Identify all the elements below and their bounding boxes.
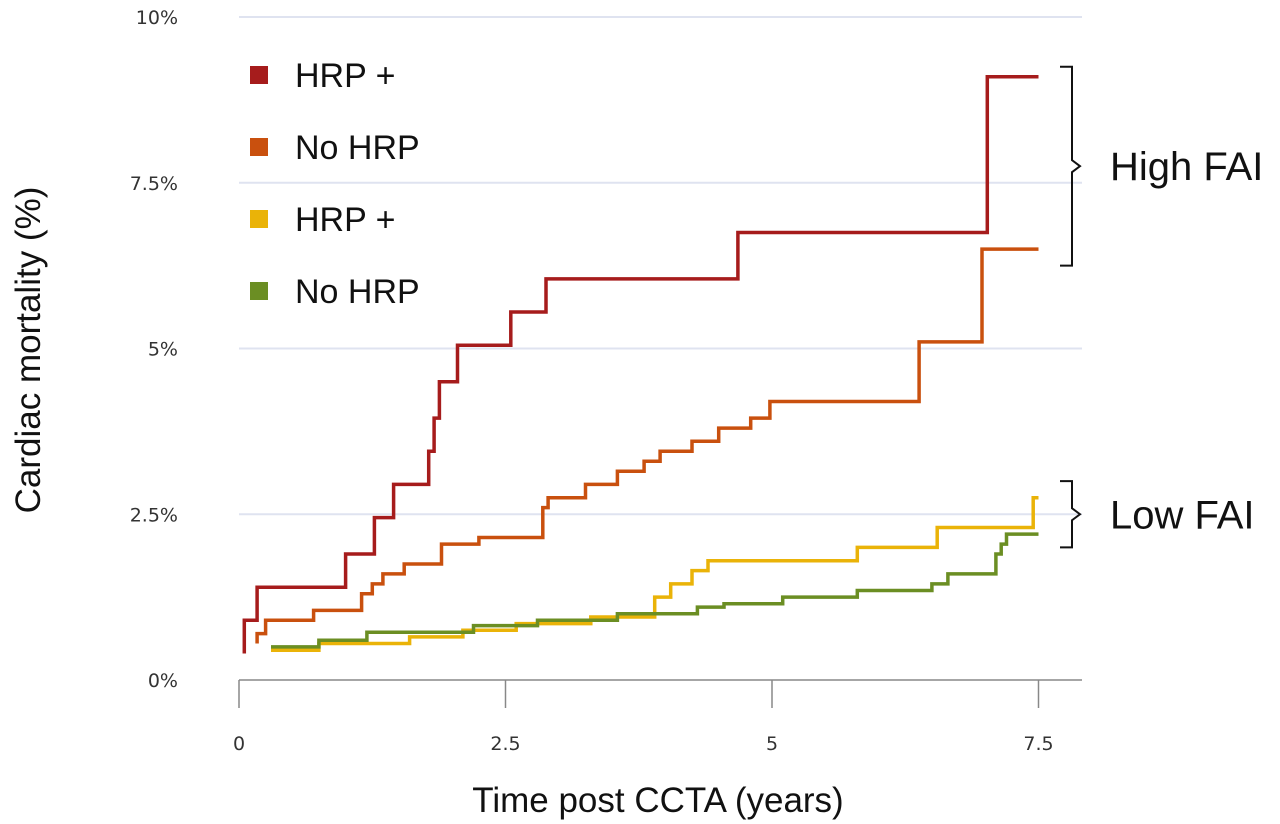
axes [238,679,1082,708]
x-tick-labels: 0 2.5 5 7.5 [233,733,1054,755]
series-line-1 [242,74,1039,654]
y-axis-title: Cardiac mortality (%) [9,187,48,514]
grid-lines [239,16,1082,516]
legend-label: HRP + [295,201,395,239]
legend-label: No HRP [295,129,420,167]
group-label: High FAI [1110,145,1263,189]
group-annotations: High FAI Low FAI [1060,65,1263,549]
bracket-1 [1060,65,1082,267]
x-tick-label: 7.5 [1023,733,1053,755]
x-tick-label: 0 [233,733,245,755]
group-label: Low FAI [1110,493,1255,537]
y-tick-label: 7.5% [130,173,178,195]
legend: HRP + No HRP HRP + No HRP [250,57,420,311]
legend-swatch [250,138,268,156]
bracket-2 [1060,480,1082,549]
x-tick-label: 2.5 [490,733,520,755]
y-tick-label: 0% [148,670,178,692]
legend-swatch [250,282,268,300]
series-line-4 [271,532,1039,649]
legend-swatch [250,210,268,228]
legend-label: No HRP [295,273,420,311]
y-tick-label: 10% [136,7,178,29]
y-tick-label: 5% [148,339,178,361]
y-tick-label: 2.5% [130,504,178,526]
x-axis-title: Time post CCTA (years) [472,781,843,820]
series-line-3 [271,495,1039,652]
series-lines [242,74,1039,654]
legend-swatch [250,66,268,84]
y-tick-labels: 0% 2.5% 5% 7.5% 10% [130,7,178,692]
series-line-2 [255,247,1039,644]
legend-label: HRP + [295,57,395,95]
x-tick-label: 5 [766,733,778,755]
